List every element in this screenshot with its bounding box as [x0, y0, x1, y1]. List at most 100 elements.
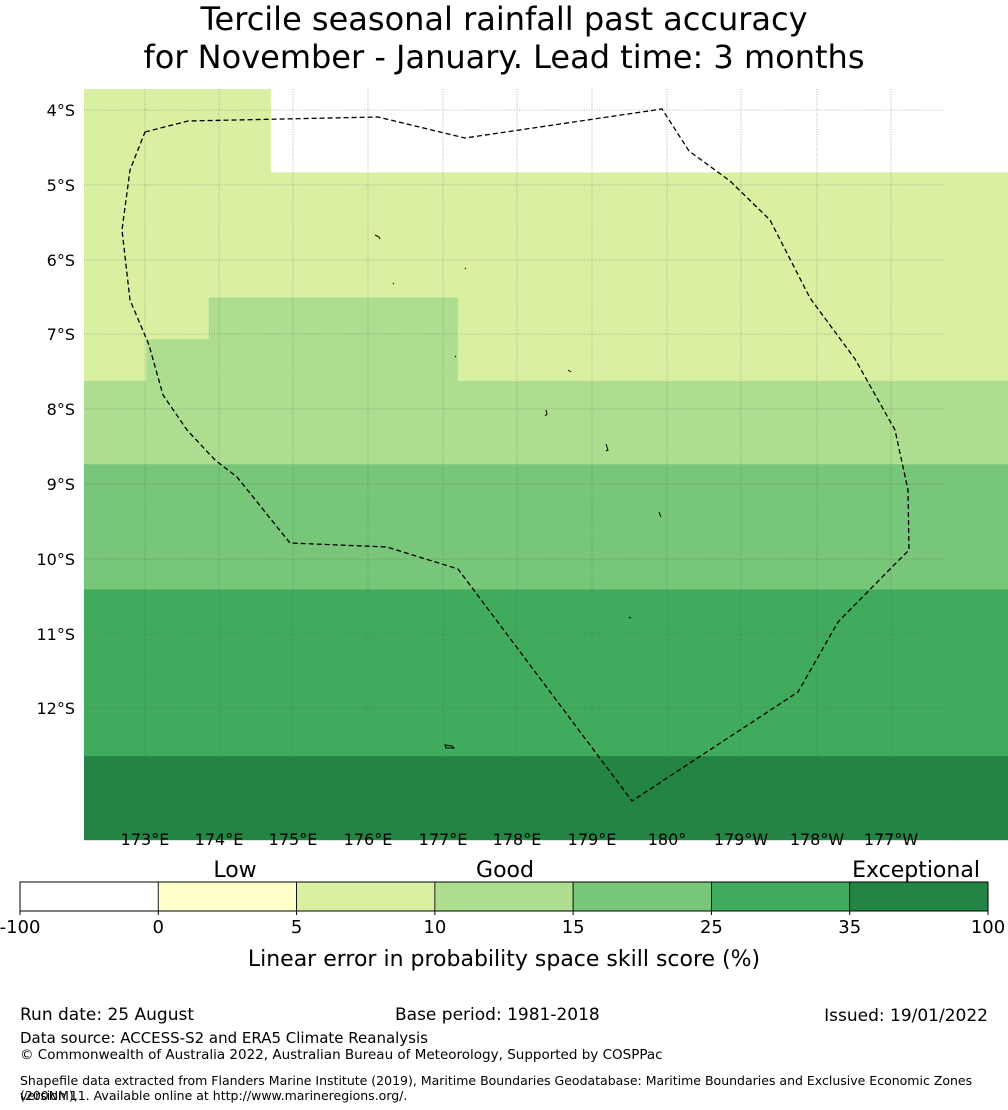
- grid-cell: [146, 506, 210, 549]
- colorbar-segment: [434, 881, 574, 912]
- grid-cell: [84, 714, 147, 757]
- grid-cell: [84, 464, 147, 507]
- grid-cell: [457, 255, 521, 299]
- grid-cell: [270, 297, 334, 340]
- grid-cell: [956, 547, 1008, 590]
- colorbar-tick-label: 35: [838, 917, 861, 938]
- grid-cell: [333, 756, 397, 799]
- grid-cell: [146, 214, 210, 257]
- colorbar-segment: [572, 881, 712, 912]
- latitude-label: 12°S: [36, 699, 75, 718]
- grid-cell: [395, 130, 459, 173]
- grid-cell: [333, 214, 397, 257]
- grid-cell: [644, 297, 708, 340]
- grid-cell: [831, 297, 895, 340]
- island: [605, 443, 609, 452]
- grid-cell: [893, 631, 957, 674]
- grid-cell: [270, 756, 334, 799]
- grid-cell: [270, 214, 334, 257]
- grid-cell: [333, 631, 397, 674]
- grid-cell: [84, 297, 147, 340]
- grid-cell: [956, 339, 1008, 382]
- map-title-line-2: for November - January. Lead time: 3 mon…: [143, 38, 865, 76]
- grid-cell: [831, 214, 895, 257]
- grid-cell: [956, 380, 1008, 424]
- grid-cell: [84, 672, 147, 716]
- grid-cell: [769, 339, 833, 382]
- grid-cell: [582, 380, 646, 424]
- grid-cell: [146, 589, 210, 632]
- grid-cell: [707, 172, 770, 215]
- grid-cell: [146, 422, 210, 465]
- grid-cell: [84, 547, 147, 590]
- grid-cell: [582, 714, 646, 757]
- grid-cell: [395, 464, 459, 507]
- grid-cell: [520, 380, 583, 424]
- base-period: Base period: 1981-2018: [395, 1005, 600, 1025]
- grid-cell: [270, 506, 334, 549]
- grid-cell: [707, 797, 770, 841]
- colorbar: Low Good Exceptional -100 0 5 10 15 25 35 100 Lin…: [0, 858, 1005, 972]
- grid-cell: [457, 422, 521, 465]
- grid-cell: [146, 547, 210, 590]
- grid-cell: [644, 672, 708, 716]
- grid-cell: [333, 297, 397, 340]
- grid-cell: [831, 797, 895, 841]
- grid-cell: [208, 631, 272, 674]
- grid-cell: [333, 547, 397, 590]
- colorbar-tick-label: 15: [562, 917, 585, 938]
- grid-cell: [707, 130, 770, 173]
- grid-cell: [707, 506, 770, 549]
- latitude-label: 10°S: [36, 550, 75, 569]
- grid-cell: [270, 631, 334, 674]
- grid-cell: [893, 714, 957, 757]
- island: [374, 234, 381, 240]
- grid-cell: [333, 380, 397, 424]
- grid-cell: [893, 172, 957, 215]
- grid-cell: [644, 797, 708, 841]
- grid-cell: [520, 464, 583, 507]
- grid-cell: [333, 130, 397, 173]
- grid-cell: [270, 797, 334, 841]
- grid-cell: [457, 380, 521, 424]
- grid-cell: [208, 297, 272, 340]
- grid-cell: [582, 797, 646, 841]
- grid-cell: [146, 297, 210, 340]
- grid-cell: [707, 714, 770, 757]
- grid-cell: [270, 380, 334, 424]
- grid-cell: [956, 506, 1008, 549]
- grid-cell: [270, 464, 334, 507]
- grid-cell: [520, 339, 583, 382]
- grid-cell: [333, 797, 397, 841]
- grid-cell: [769, 589, 833, 632]
- grid-cell: [582, 631, 646, 674]
- grid-cell: [831, 89, 895, 132]
- grid-cell: [644, 506, 708, 549]
- grid-cell: [84, 339, 147, 382]
- eez-boundary: [121, 108, 910, 802]
- grid-cell: [457, 797, 521, 841]
- grid-cell: [333, 464, 397, 507]
- grid-cell: [644, 631, 708, 674]
- grid-cell: [707, 339, 770, 382]
- grid-cell: [956, 89, 1008, 132]
- island: [464, 267, 467, 270]
- grid-cell: [395, 339, 459, 382]
- grid-cell: [395, 631, 459, 674]
- island: [628, 616, 632, 619]
- grid-cell: [956, 297, 1008, 340]
- longitude-label: 180°: [648, 830, 687, 849]
- grid-cell: [208, 339, 272, 382]
- grid-cell: [208, 506, 272, 549]
- grid-cell: [84, 380, 147, 424]
- colorbar-tick-label: 5: [291, 917, 302, 938]
- longitude-label: 177°E: [419, 830, 468, 849]
- grid-cell: [956, 672, 1008, 716]
- grid-cell: [769, 506, 833, 549]
- grid-cell: [644, 339, 708, 382]
- grid-cell: [395, 547, 459, 590]
- grid-cell: [831, 380, 895, 424]
- grid-cell: [208, 672, 272, 716]
- grid-cell: [146, 631, 210, 674]
- island: [544, 409, 548, 417]
